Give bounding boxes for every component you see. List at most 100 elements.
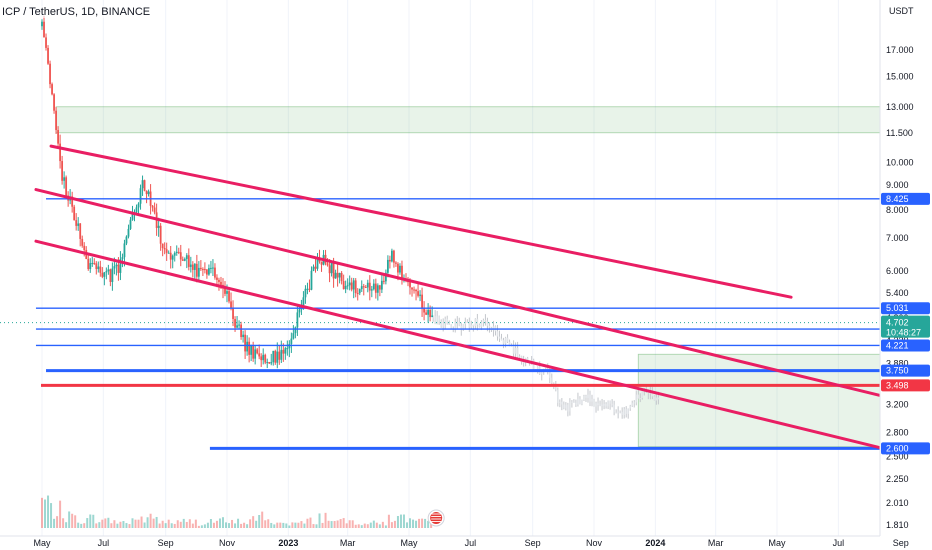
flag-badge-inner xyxy=(430,512,443,524)
candles xyxy=(41,15,434,369)
candle xyxy=(282,349,285,354)
candle xyxy=(210,267,212,269)
volume-bar xyxy=(424,518,427,528)
candle xyxy=(197,267,200,277)
projection-candle xyxy=(605,403,607,407)
candle xyxy=(306,288,309,290)
volume-bar xyxy=(59,500,62,528)
candle xyxy=(417,291,419,296)
projection-candle xyxy=(436,316,438,325)
volume-bar xyxy=(285,523,288,528)
projection-candle xyxy=(480,322,483,327)
volume-bar xyxy=(387,514,390,528)
volume-bar xyxy=(212,522,215,528)
projection-candle xyxy=(597,403,599,405)
volume-bar xyxy=(327,520,330,528)
candle xyxy=(199,267,202,270)
projection-candle xyxy=(621,411,623,415)
volume-bar xyxy=(303,523,306,528)
volume-bar xyxy=(418,518,421,528)
candle xyxy=(123,243,126,258)
candle xyxy=(391,250,393,262)
volume-bar xyxy=(363,523,366,528)
candle xyxy=(63,177,66,181)
candle xyxy=(89,263,92,270)
volume-bar xyxy=(225,522,228,528)
volume-bar xyxy=(77,522,80,528)
volume-bar xyxy=(273,524,276,528)
candle xyxy=(380,280,383,290)
candle xyxy=(342,281,345,290)
price-axis-bg xyxy=(880,0,932,550)
volume-bar xyxy=(152,518,155,528)
candle xyxy=(139,188,142,204)
candle xyxy=(308,288,311,290)
candle xyxy=(268,362,271,364)
volume-bar xyxy=(267,519,270,528)
projection-candle xyxy=(466,321,469,323)
channel-line xyxy=(34,188,932,410)
candle xyxy=(203,269,206,271)
candle xyxy=(256,349,259,354)
volume-bar xyxy=(62,518,65,528)
projection-candle xyxy=(518,356,521,358)
current-price-tag: 4.702 xyxy=(886,318,909,328)
candle xyxy=(298,309,301,313)
projection-candle xyxy=(607,400,609,407)
candle xyxy=(340,272,343,282)
volume-bar xyxy=(309,517,312,528)
candle xyxy=(208,268,210,275)
volume-bar xyxy=(402,514,405,528)
volume-bar xyxy=(158,523,161,528)
level-tag-bg xyxy=(881,364,930,377)
projection-candle xyxy=(561,401,563,405)
projection-candle xyxy=(440,321,442,327)
candle xyxy=(366,282,369,288)
candle xyxy=(419,294,421,296)
time-axis[interactable]: May Jul Sep Nov 2023 Mar May Jul Sep Nov 2024 Mar Ma… xyxy=(0,535,932,550)
volume-bar xyxy=(399,514,402,528)
candle xyxy=(127,228,130,237)
price-tick-label: 9.000 xyxy=(886,180,909,190)
volume-bar xyxy=(173,523,176,528)
price-tick-label: 5.400 xyxy=(886,288,909,298)
candle xyxy=(141,180,144,189)
candle xyxy=(328,265,331,274)
time-tick-label: Sep xyxy=(525,538,541,548)
volume-bar xyxy=(270,522,273,528)
candle xyxy=(290,338,293,344)
candle xyxy=(240,324,242,338)
candle xyxy=(101,272,104,277)
projection-candle xyxy=(583,395,585,400)
volume-bar xyxy=(321,522,324,528)
volume-bar xyxy=(261,511,264,528)
candle xyxy=(376,285,379,293)
volume-bar xyxy=(234,523,237,528)
candle xyxy=(304,288,307,298)
volume-bar xyxy=(366,524,369,528)
candle xyxy=(151,205,154,208)
candle xyxy=(173,253,176,256)
candle xyxy=(230,301,232,309)
channel-lines xyxy=(34,144,932,457)
candle xyxy=(352,280,355,290)
candle xyxy=(73,206,76,221)
price-axis[interactable]: USDT 17.000 15.000 13.000 11.500 10.000 9.000 8… xyxy=(879,0,932,550)
projection-candle xyxy=(603,403,605,406)
volume-bar xyxy=(318,513,321,528)
candle xyxy=(147,191,150,195)
projection-candle xyxy=(629,405,632,409)
projection-candle xyxy=(557,389,559,403)
price-tick-label: 7.000 xyxy=(886,233,909,243)
projection-candle xyxy=(486,321,489,326)
candle xyxy=(232,308,234,319)
candle xyxy=(157,225,160,228)
candle xyxy=(121,257,124,260)
candle xyxy=(382,280,385,282)
grid xyxy=(41,0,902,536)
projection-candle xyxy=(458,322,461,326)
candle xyxy=(91,262,94,264)
candle xyxy=(348,282,351,286)
